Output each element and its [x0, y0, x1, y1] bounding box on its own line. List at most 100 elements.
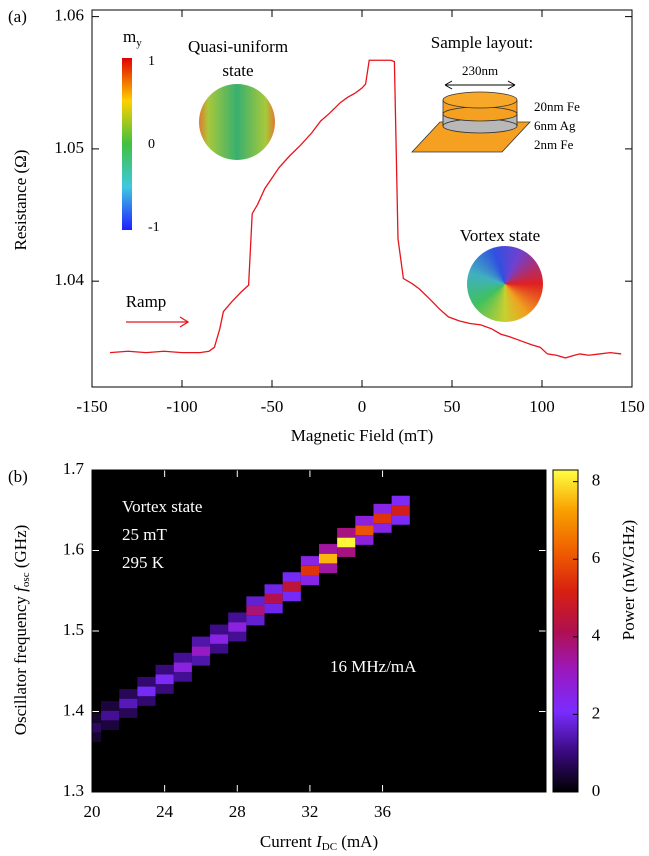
- heatmap-cell: [337, 547, 356, 557]
- layer-label: 2nm Fe: [534, 137, 574, 152]
- label-part: osc: [20, 572, 32, 587]
- heatmap-cell: [355, 525, 374, 536]
- heatmap-cell: [155, 674, 174, 685]
- annotation: Ramp: [126, 292, 167, 311]
- y-tick-label: 1.7: [63, 459, 85, 478]
- heatmap-cell: [319, 563, 338, 574]
- heatmap-cell: [101, 720, 120, 731]
- colorbar-tick-label: 0: [148, 137, 155, 152]
- x-tick-label: 36: [374, 802, 391, 821]
- heatmap-cell: [337, 537, 356, 548]
- ramp-arrow: [126, 316, 190, 328]
- heatmap-cell: [300, 565, 319, 576]
- annotation: Quasi-uniform: [188, 37, 288, 56]
- heatmap-cell: [155, 684, 174, 694]
- colorbar-label-sub: y: [136, 37, 142, 49]
- colorbar-tick-label: 8: [592, 471, 601, 490]
- heatmap-cell: [92, 713, 102, 723]
- annotation: Sample layout:: [431, 33, 533, 52]
- x-tick-label: -150: [76, 397, 107, 416]
- heatmap-cell: [337, 527, 356, 538]
- vortex-disc-image: [467, 246, 543, 322]
- heatmap-cell: [210, 643, 229, 654]
- colorbar-frame: [552, 469, 579, 793]
- y-tick-label: 1.04: [54, 270, 84, 289]
- x-tick-label: -100: [166, 397, 197, 416]
- colorbar-tick-label: 6: [592, 548, 601, 567]
- heatmap-cell: [282, 572, 301, 582]
- annotation: state: [222, 61, 253, 80]
- x-tick-label: 32: [301, 802, 318, 821]
- y-tick-label: 1.5: [63, 620, 84, 639]
- heatmap-cell: [319, 544, 338, 554]
- colorbar: [122, 58, 132, 230]
- y-tick-label: 1.05: [54, 138, 84, 157]
- annotation: 25 mT: [122, 525, 167, 544]
- heatmap-cell: [173, 662, 192, 673]
- heatmap-cell: [264, 584, 283, 594]
- heatmap-cell: [300, 575, 319, 586]
- heatmap-cell: [264, 593, 283, 604]
- heatmap-cell: [137, 676, 156, 687]
- colorbar-tick-label: -1: [148, 220, 160, 235]
- heatmap-cell: [264, 603, 283, 614]
- heatmap-cell: [391, 515, 410, 525]
- label-part: Oscillator frequency: [11, 592, 30, 736]
- panel-label: (a): [8, 7, 27, 26]
- heatmap-cell: [137, 696, 156, 706]
- heatmap-cell: [101, 710, 120, 721]
- heatmap: [92, 495, 410, 743]
- heatmap-cell: [119, 708, 138, 718]
- heatmap-cell: [373, 513, 392, 524]
- heatmap-cell: [119, 688, 138, 699]
- annotation: 230nm: [462, 63, 498, 78]
- heatmap-cell: [246, 596, 265, 607]
- y-tick-label: 1.6: [63, 539, 84, 558]
- y-axis-label: Oscillator frequency fosc (GHz): [11, 525, 32, 736]
- x-tick-label: 50: [444, 397, 461, 416]
- heatmap-cell: [391, 495, 410, 506]
- heatmap-cell: [92, 732, 102, 743]
- heatmap-cell: [391, 505, 410, 516]
- plot-frame: [91, 9, 633, 388]
- heatmap-cell: [155, 664, 174, 675]
- colorbar-tick-label: 0: [592, 781, 601, 800]
- y-axis-label: Resistance (Ω): [11, 150, 30, 251]
- heatmap-cell: [373, 503, 392, 514]
- heatmap-cell: [228, 612, 247, 623]
- x-tick-label: 150: [619, 397, 645, 416]
- heatmap-cell: [101, 701, 120, 711]
- heatmap-cell: [282, 581, 301, 592]
- x-tick-label: 0: [358, 397, 367, 416]
- heatmap-cell: [137, 686, 156, 697]
- heatmap-cell: [355, 535, 374, 545]
- colorbar-label: my: [123, 27, 142, 49]
- slope-label: 16 MHz/mA: [330, 657, 417, 676]
- label-part: Current: [260, 832, 316, 851]
- label-part: DC: [322, 841, 337, 853]
- heatmap-cell: [355, 515, 374, 526]
- heatmap-cell: [92, 722, 102, 733]
- label-part: (GHz): [11, 525, 30, 573]
- layer-label: 20nm Fe: [534, 99, 580, 114]
- vortex-disc: [467, 246, 543, 322]
- colorbar-tick-label: 2: [592, 703, 601, 722]
- heatmap-cell: [228, 622, 247, 632]
- quasi-uniform-disc: [199, 84, 275, 160]
- x-tick-label: 20: [84, 802, 101, 821]
- heatmap-cell: [246, 615, 265, 626]
- line: [109, 59, 622, 359]
- heatmap-cell: [246, 606, 265, 616]
- heatmap-cell: [282, 591, 301, 602]
- heatmap-cell: [373, 523, 392, 533]
- colorbar-tick-label: 1: [148, 54, 155, 69]
- x-tick-label: 24: [156, 802, 174, 821]
- heatmap-cell: [191, 655, 211, 666]
- colorbar-label: Power (nW/GHz): [619, 520, 638, 640]
- heatmap-cell: [210, 624, 229, 635]
- x-tick-label: 100: [529, 397, 555, 416]
- heatmap-cell: [228, 631, 247, 642]
- heatmap-cell: [191, 636, 211, 647]
